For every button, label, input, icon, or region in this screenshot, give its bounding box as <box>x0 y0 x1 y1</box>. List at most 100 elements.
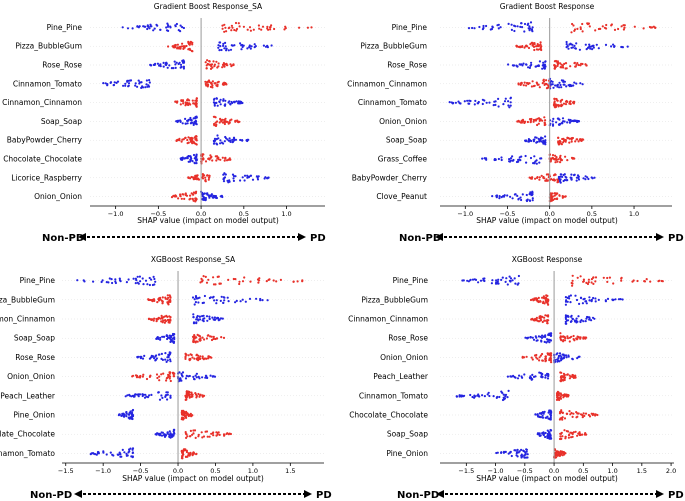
shap-point-high <box>192 102 195 105</box>
shap-point-low <box>497 97 500 100</box>
shap-point-low <box>189 122 192 125</box>
shap-point-low <box>179 120 182 123</box>
shap-point-high <box>191 395 194 398</box>
shap-point-high <box>188 47 191 50</box>
shap-point-low <box>109 451 112 454</box>
shap-point-low <box>513 449 516 452</box>
shap-point-high <box>306 26 309 29</box>
shap-point-high <box>243 276 246 279</box>
shap-point-low <box>574 294 577 297</box>
shap-point-high <box>183 197 186 200</box>
shap-point-low <box>539 157 542 160</box>
shap-point-low <box>595 43 598 46</box>
shap-point-low <box>546 434 549 437</box>
shap-point-high <box>169 379 172 383</box>
shap-point-low <box>528 66 532 69</box>
shap-point-low <box>195 120 198 123</box>
shap-point-high <box>189 435 192 438</box>
shap-point-high <box>525 84 528 87</box>
shap-point-high <box>572 24 575 27</box>
shap-point-high <box>612 282 615 285</box>
shap-point-low <box>570 178 573 181</box>
shap-point-high <box>194 436 197 439</box>
shap-point-low <box>568 121 572 124</box>
shap-point-low <box>213 375 217 378</box>
shap-point-low <box>559 179 562 182</box>
shap-point-low <box>544 60 547 63</box>
shap-point-low <box>509 375 512 378</box>
shap-point-low <box>222 301 225 304</box>
shap-point-high <box>551 157 554 160</box>
shap-point-low <box>225 47 228 50</box>
shap-point-high <box>534 118 537 121</box>
shap-point-low <box>213 318 216 321</box>
shap-point-low <box>589 47 592 50</box>
shap-point-high <box>551 154 555 157</box>
shap-point-high <box>559 417 562 420</box>
shap-point-high <box>541 320 544 324</box>
shap-point-high <box>152 298 156 301</box>
x-tick-label: −1.0 <box>488 467 504 475</box>
shap-point-low <box>507 452 510 455</box>
shap-point-low <box>219 98 222 101</box>
shap-point-high <box>180 99 183 102</box>
shap-point-high <box>160 316 163 319</box>
shap-point-high <box>571 375 574 378</box>
shap-point-high <box>579 413 583 416</box>
shap-point-low <box>170 334 173 338</box>
shap-point-high <box>195 102 198 105</box>
shap-point-high <box>267 278 270 281</box>
arrow-right-head <box>304 490 312 498</box>
shap-point-low <box>541 334 544 337</box>
shap-point-high <box>204 82 207 86</box>
shap-point-low <box>165 334 168 337</box>
shap-point-low <box>218 49 221 52</box>
shap-point-low <box>507 100 510 103</box>
shap-point-low <box>125 415 128 418</box>
shap-point-high <box>587 278 591 281</box>
x-tick-label: −0.5 <box>500 210 516 218</box>
shap-point-low <box>172 333 175 336</box>
shap-point-low <box>526 336 529 340</box>
shap-point-high <box>184 448 187 451</box>
shap-point-high <box>224 156 227 160</box>
shap-point-low <box>177 29 180 32</box>
shap-point-low <box>559 173 562 176</box>
shap-point-low <box>231 141 234 144</box>
shap-point-low <box>128 393 131 396</box>
shap-point-low <box>237 100 240 103</box>
shap-point-low <box>193 298 196 301</box>
shap-point-high <box>184 431 187 434</box>
shap-point-high <box>571 284 574 287</box>
feature-label: Soap_Soap <box>386 136 427 145</box>
shap-point-low <box>188 374 191 378</box>
shap-point-high <box>545 178 548 181</box>
shap-point-high <box>199 281 202 284</box>
shap-point-high <box>234 119 237 122</box>
shap-point-high <box>520 119 523 122</box>
shap-point-high <box>533 43 536 46</box>
shap-point-low <box>611 299 615 302</box>
shap-point-low <box>626 45 629 48</box>
shap-point-high <box>544 360 547 363</box>
shap-point-low <box>558 352 562 355</box>
shap-point-low <box>573 119 576 122</box>
shap-point-high <box>579 433 582 436</box>
feature-label: Pine_Onion <box>386 449 428 458</box>
shap-point-high <box>560 159 563 162</box>
shap-point-high <box>220 120 223 123</box>
shap-point-low <box>179 24 182 27</box>
shap-point-low <box>577 120 580 123</box>
shap-point-high <box>190 49 193 53</box>
shap-point-high <box>551 198 554 201</box>
shap-point-high <box>260 28 263 31</box>
shap-point-low <box>565 356 568 359</box>
shap-point-low <box>534 413 537 416</box>
shap-point-high <box>160 314 163 317</box>
shap-point-high <box>184 455 188 458</box>
shap-point-low <box>517 158 520 161</box>
shap-point-high <box>561 64 565 67</box>
shap-point-high <box>205 337 208 340</box>
shap-point-high <box>207 157 210 160</box>
feature-label: Rose_Rose <box>15 353 55 362</box>
